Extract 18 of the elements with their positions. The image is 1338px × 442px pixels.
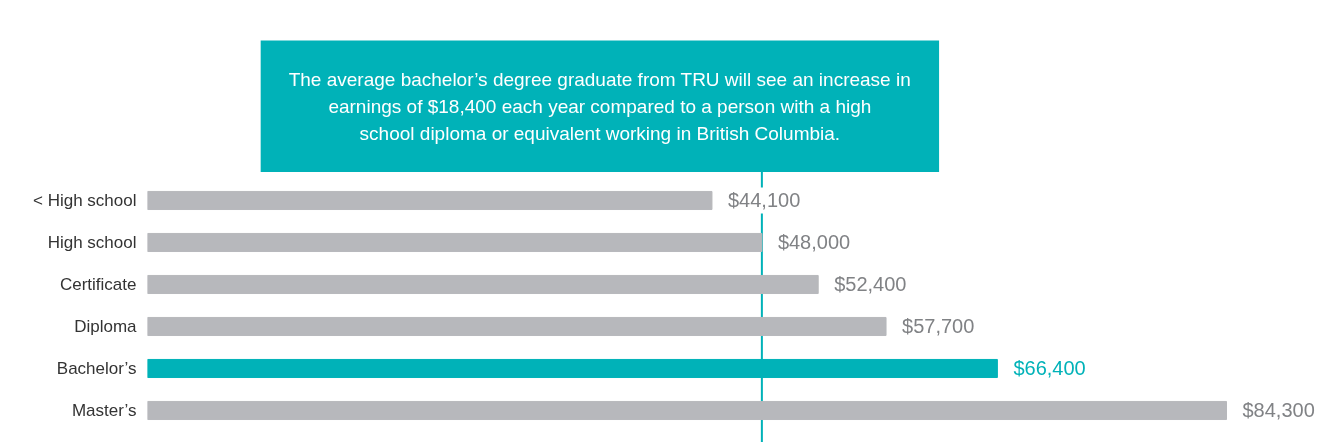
data-label: $44,100 xyxy=(727,189,801,212)
y-tick-label: Bachelor’s xyxy=(56,359,137,378)
y-tick-label: Diploma xyxy=(74,316,138,336)
y-tick-label: Certificate xyxy=(59,274,137,294)
text: The average bachelor’s degree graduate from TRU will see an increase in earnings of $18,400 each year compared to a person with a high school diploma or equivalent working in British Columbia. xyxy=(288,68,911,145)
bar xyxy=(147,190,713,211)
data-label: $57,700 xyxy=(902,315,975,338)
bar xyxy=(147,316,887,337)
data-label: $66,400 xyxy=(1013,357,1086,380)
y-tick-label: < High school xyxy=(33,190,137,210)
y-tick-label: High school xyxy=(47,232,137,252)
data-label: $48,000 xyxy=(777,231,851,254)
bar xyxy=(147,274,819,295)
bar xyxy=(147,232,763,253)
y-tick-label: Master’s xyxy=(71,401,137,420)
bar xyxy=(147,400,1227,421)
data-label: $52,400 xyxy=(834,273,907,296)
data-label: $84,300 xyxy=(1242,399,1315,422)
